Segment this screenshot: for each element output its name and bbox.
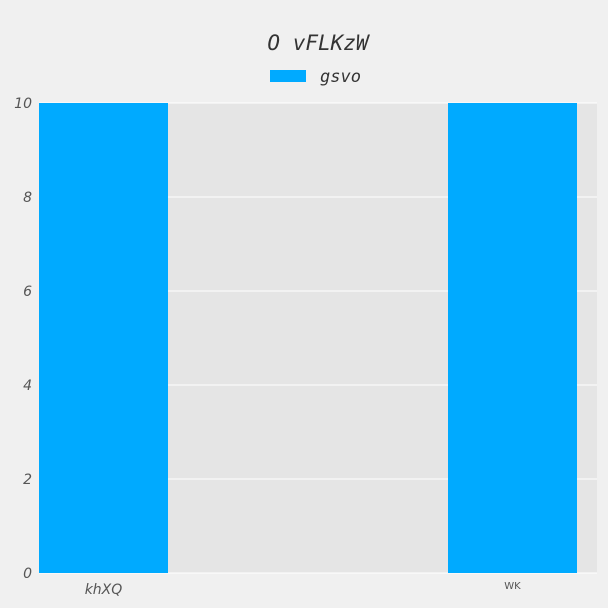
x-tick-label: khXQ — [85, 582, 123, 598]
legend-label: gsvo — [320, 67, 361, 87]
y-tick-label: 6 — [23, 284, 32, 300]
bars — [39, 103, 577, 573]
bar-wk — [448, 103, 577, 573]
x-axis-ticks: khXQ WK — [85, 581, 521, 598]
y-tick-label: 4 — [23, 378, 32, 394]
legend: gsvo — [270, 67, 361, 87]
chart-title: O vFLKzW — [267, 31, 371, 55]
y-axis-ticks: 0 2 4 6 8 10 — [14, 96, 32, 582]
y-tick-label: 0 — [23, 566, 32, 582]
bar-khxq — [39, 103, 168, 573]
y-tick-label: 8 — [23, 190, 32, 206]
y-tick-label: 10 — [14, 96, 32, 112]
x-tick-label: WK — [504, 581, 521, 592]
y-tick-label: 2 — [23, 472, 32, 488]
legend-swatch — [270, 70, 306, 82]
